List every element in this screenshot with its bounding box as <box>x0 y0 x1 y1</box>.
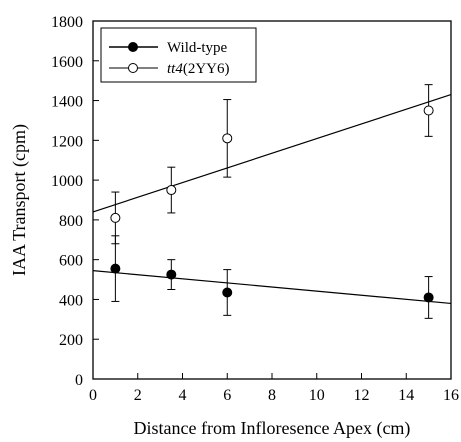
data-point-wild-type-3 <box>423 292 434 303</box>
legend-marker-tt4 <box>128 63 138 73</box>
y-axis-title: IAA Transport (cpm) <box>9 124 30 276</box>
data-point-tt4-3 <box>423 105 434 116</box>
y-tick-label-1600: 1600 <box>51 54 83 71</box>
legend-box <box>100 27 257 83</box>
x-tick-label-4: 4 <box>179 387 187 404</box>
legend-label-tt4-prefix: tt4 <box>167 61 183 77</box>
x-tick-label-10: 10 <box>309 387 325 404</box>
y-tick-label-1000: 1000 <box>51 173 83 190</box>
y-tick-label-800: 800 <box>59 213 83 230</box>
legend: Wild-type tt4(2YY6) <box>100 27 257 83</box>
y-tick-label-1400: 1400 <box>51 94 83 111</box>
data-point-wild-type-0 <box>110 263 121 274</box>
data-point-tt4-1 <box>166 185 177 196</box>
x-axis-title: Distance from Infloresence Apex (cm) <box>134 418 411 439</box>
legend-label-tt4-suffix: (2YY6) <box>183 61 230 77</box>
x-tick-label-12: 12 <box>354 387 370 404</box>
y-tick-label-1200: 1200 <box>51 133 83 150</box>
legend-label-tt4: tt4(2YY6) <box>167 61 230 77</box>
y-tick-label-400: 400 <box>59 292 83 309</box>
legend-marker-wild-type <box>128 42 138 52</box>
x-tick-label-2: 2 <box>134 387 142 404</box>
data-point-wild-type-1 <box>166 269 177 280</box>
data-point-tt4-2 <box>222 133 233 144</box>
fit-line-wild-type <box>92 270 452 305</box>
x-tick-label-0: 0 <box>89 387 97 404</box>
x-tick-label-8: 8 <box>268 387 276 404</box>
x-tick-label-14: 14 <box>398 387 414 404</box>
data-point-tt4-0 <box>110 212 121 223</box>
y-tick-label-1800: 1800 <box>51 14 83 31</box>
y-tick-label-0: 0 <box>75 372 83 389</box>
fit-line-tt4 <box>92 94 452 213</box>
data-point-wild-type-2 <box>222 287 233 298</box>
y-tick-label-600: 600 <box>59 253 83 270</box>
x-tick-label-6: 6 <box>223 387 231 404</box>
legend-label-wild-type: Wild-type <box>167 40 228 56</box>
x-tick-label-16: 16 <box>443 387 459 404</box>
y-tick-label-200: 200 <box>59 332 83 349</box>
